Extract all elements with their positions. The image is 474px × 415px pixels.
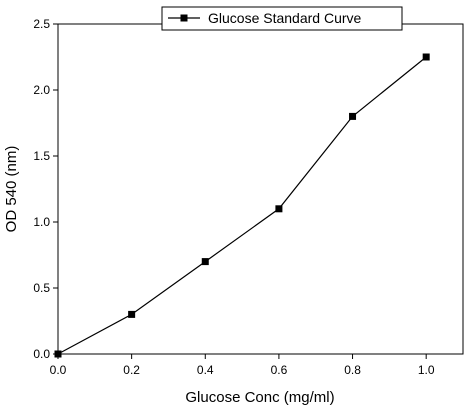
legend-box (161, 6, 403, 31)
y-axis-title: OD 540 (nm) (3, 146, 20, 233)
y-tick-label: 0.5 (33, 281, 50, 295)
legend: Glucose Standard Curve (161, 6, 403, 31)
series-layer (54, 53, 430, 358)
y-tick-label: 2.5 (33, 17, 50, 31)
x-tick-label: 1.0 (418, 363, 435, 377)
data-point (275, 205, 283, 213)
x-tick-label: 0.8 (344, 363, 361, 377)
y-tick-label: 0.0 (33, 347, 50, 361)
x-axis-ticks: 0.0 0.2 0.4 0.6 0.8 1.0 (50, 354, 435, 377)
legend-label: Glucose Standard Curve (208, 10, 362, 26)
data-point (422, 53, 430, 61)
data-point (54, 350, 62, 358)
y-axis-ticks: 0.0 0.5 1.0 1.5 2.0 2.5 (33, 17, 58, 361)
data-point (128, 310, 136, 318)
legend-marker (180, 14, 188, 22)
plot-frame (57, 23, 464, 355)
data-point (349, 112, 357, 120)
x-tick-label: 0.4 (197, 363, 214, 377)
series-line (57, 56, 427, 355)
y-tick-label: 1.5 (33, 149, 50, 163)
x-tick-label: 0.0 (50, 363, 67, 377)
x-tick-label: 0.6 (271, 363, 288, 377)
data-point (201, 258, 209, 266)
y-tick-label: 1.0 (33, 215, 50, 229)
x-axis-title: Glucose Conc (mg/ml) (185, 389, 334, 406)
y-tick-label: 2.0 (33, 83, 50, 97)
x-tick-label: 0.2 (123, 363, 140, 377)
